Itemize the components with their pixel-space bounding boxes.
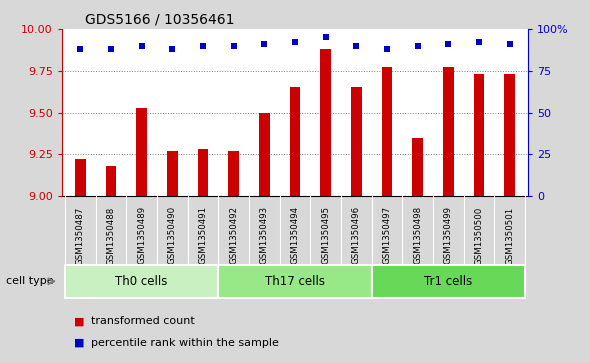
Text: GSM1350497: GSM1350497	[382, 206, 392, 265]
Text: GSM1350491: GSM1350491	[198, 206, 208, 265]
Text: GSM1350499: GSM1350499	[444, 206, 453, 264]
Text: GSM1350489: GSM1350489	[137, 206, 146, 265]
Point	[382, 46, 392, 52]
Text: GDS5166 / 10356461: GDS5166 / 10356461	[85, 12, 235, 26]
Text: GSM1350492: GSM1350492	[229, 206, 238, 265]
Point	[76, 46, 85, 52]
Bar	[412, 138, 423, 196]
Bar	[504, 74, 515, 196]
Point	[413, 43, 422, 49]
Point	[198, 43, 208, 49]
Text: GSM1350501: GSM1350501	[505, 206, 514, 265]
Text: cell type: cell type	[6, 276, 54, 286]
Bar	[218, 265, 372, 298]
Bar	[443, 68, 454, 196]
Bar	[290, 87, 300, 196]
Text: GSM1350493: GSM1350493	[260, 206, 269, 265]
Point	[137, 43, 146, 49]
Text: GSM1350496: GSM1350496	[352, 206, 361, 265]
Bar	[320, 49, 331, 196]
Point	[290, 40, 300, 45]
Point	[321, 34, 330, 40]
Bar	[382, 68, 392, 196]
Text: GSM1350487: GSM1350487	[76, 206, 85, 265]
Text: GSM1350490: GSM1350490	[168, 206, 177, 265]
Bar	[106, 166, 116, 196]
Bar	[75, 159, 86, 196]
Bar	[136, 107, 147, 196]
Point	[444, 41, 453, 47]
Point	[168, 46, 177, 52]
Bar	[351, 87, 362, 196]
Text: Th0 cells: Th0 cells	[116, 275, 168, 288]
Text: ■: ■	[74, 316, 84, 326]
Text: GSM1350494: GSM1350494	[290, 206, 300, 265]
Text: ■: ■	[74, 338, 84, 348]
Bar	[372, 265, 525, 298]
Bar	[259, 113, 270, 196]
Point	[229, 43, 238, 49]
Bar	[65, 265, 218, 298]
Bar	[198, 149, 208, 196]
Text: Th17 cells: Th17 cells	[265, 275, 325, 288]
Text: percentile rank within the sample: percentile rank within the sample	[91, 338, 279, 348]
Point	[260, 41, 269, 47]
Text: GSM1350488: GSM1350488	[107, 206, 116, 265]
Text: Tr1 cells: Tr1 cells	[424, 275, 473, 288]
Text: GSM1350500: GSM1350500	[474, 206, 483, 265]
Text: GSM1350498: GSM1350498	[413, 206, 422, 265]
Point	[106, 46, 116, 52]
Point	[474, 40, 484, 45]
Point	[352, 43, 361, 49]
Bar	[167, 151, 178, 196]
Text: GSM1350495: GSM1350495	[321, 206, 330, 265]
Text: transformed count: transformed count	[91, 316, 195, 326]
Bar	[228, 151, 239, 196]
Point	[505, 41, 514, 47]
Bar	[474, 74, 484, 196]
